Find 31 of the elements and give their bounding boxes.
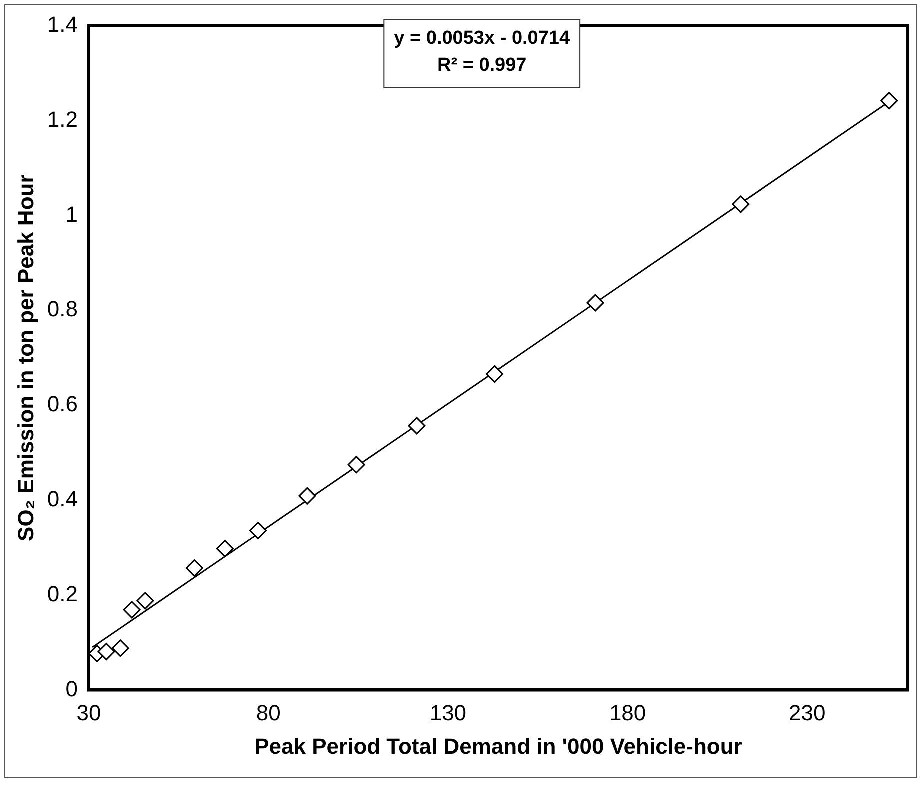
y-tick-label: 1 — [66, 202, 78, 227]
point — [348, 456, 366, 474]
point — [732, 196, 750, 214]
y-tick-label: 0.8 — [47, 296, 78, 322]
x-tick-label: 80 — [256, 700, 281, 726]
point — [249, 522, 267, 540]
y-tick-label: 0.4 — [47, 486, 78, 512]
annotation: R² = 0.997 — [437, 55, 527, 76]
y-tick-label: 1.4 — [47, 12, 78, 38]
point — [216, 540, 234, 558]
annotation: y = 0.0053x - 0.0714 — [394, 28, 570, 50]
x-tick-label: 180 — [609, 700, 646, 726]
point — [486, 365, 504, 383]
point — [586, 294, 604, 312]
point — [112, 640, 130, 658]
y-tick-label: 0 — [66, 676, 78, 702]
point — [123, 601, 141, 619]
x-tick-label: 230 — [789, 700, 826, 726]
point — [186, 560, 204, 578]
point — [298, 487, 316, 505]
y-tick-label: 0.2 — [47, 581, 78, 606]
y-axis-title: SO₂ Emission in ton per Peak Hour — [13, 174, 38, 542]
point — [880, 92, 898, 110]
point — [98, 643, 116, 661]
y-tick-label: 1.2 — [47, 106, 78, 132]
x-tick-label: 30 — [76, 700, 102, 726]
x-tick-label: 130 — [430, 700, 467, 726]
x-axis-title: Peak Period Total Demand in '000 Vehicle-hour — [254, 734, 743, 759]
point — [136, 592, 154, 610]
point — [408, 417, 426, 435]
y-tick-label: 0.6 — [47, 392, 78, 417]
